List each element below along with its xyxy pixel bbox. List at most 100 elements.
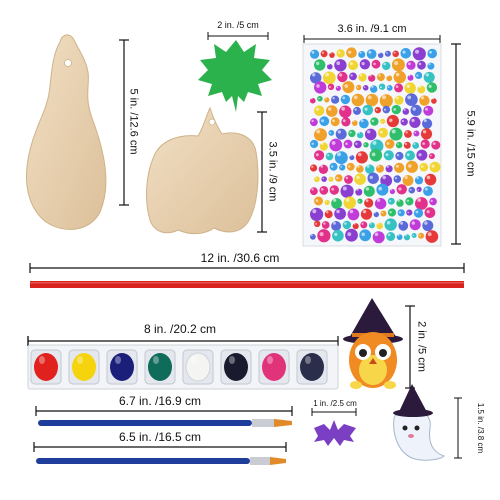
gem-sticker	[363, 185, 375, 197]
gem-highlight	[409, 188, 412, 191]
gourd-cutout	[26, 34, 107, 230]
gem-highlight	[356, 86, 359, 88]
gourd-dimension-label: 5 in. /12.6 cm	[127, 88, 140, 155]
paintbrush-short	[36, 457, 286, 465]
gem-highlight	[404, 175, 408, 180]
gem-highlight	[375, 108, 378, 111]
gem-highlight	[383, 62, 387, 66]
gem-sticker	[413, 208, 424, 218]
gourd-hole	[64, 59, 72, 67]
gem-sticker	[418, 232, 425, 239]
gem-sticker	[318, 164, 329, 174]
gem-sticker	[384, 218, 397, 231]
gem-sticker	[353, 106, 361, 115]
gem-sticker	[342, 81, 355, 94]
gem-sticker	[386, 85, 393, 91]
gem-sticker	[373, 211, 379, 218]
gem-highlight	[363, 86, 366, 88]
gem-sticker	[398, 220, 409, 231]
gem-sticker	[429, 161, 441, 173]
paint-pot	[30, 349, 62, 385]
gem-sticker	[362, 104, 374, 116]
gem-highlight	[341, 106, 345, 111]
gem-highlight	[371, 85, 374, 88]
gem-highlight	[403, 108, 406, 111]
gem-highlight	[327, 154, 330, 157]
gem-highlight	[322, 177, 325, 180]
gem-sticker	[364, 128, 377, 141]
gem-highlight	[393, 108, 397, 111]
gem-sticker	[319, 116, 330, 127]
gem-highlight	[349, 62, 353, 66]
gem-highlight	[413, 143, 416, 145]
gem-highlight	[315, 199, 319, 202]
gem-sticker	[348, 129, 356, 138]
gem-sticker	[358, 51, 366, 58]
gem-sticker	[383, 150, 394, 161]
gem-sticker	[359, 118, 369, 129]
gem-sticker	[321, 176, 327, 182]
gem-highlight	[340, 166, 342, 168]
gem-sticker	[362, 85, 369, 91]
gem-highlight	[422, 130, 427, 134]
gem-sticker	[326, 105, 338, 117]
gem-sticker	[400, 48, 412, 59]
gem-highlight	[424, 187, 428, 191]
gem-sticker	[340, 94, 351, 105]
gem-highlight	[337, 51, 341, 54]
gem-highlight	[358, 152, 362, 157]
gem-highlight	[361, 62, 365, 66]
gem-sticker	[402, 108, 410, 115]
gem-sticker	[331, 95, 340, 104]
gem-sticker	[416, 186, 422, 192]
gem-highlight	[387, 86, 390, 89]
ghost-dimension-line	[454, 397, 462, 459]
gem-highlight	[325, 72, 329, 77]
gem-highlight	[389, 200, 392, 202]
paint-pot	[182, 349, 214, 385]
gem-highlight	[359, 51, 362, 54]
gem-sticker	[343, 139, 353, 149]
gem-highlight	[430, 154, 432, 157]
bat-dimension-label: 1 in. /2.5 cm	[313, 399, 357, 408]
gem-highlight	[385, 153, 389, 157]
gem-highlight	[315, 153, 319, 157]
leaf-dimension-line	[207, 32, 269, 40]
gem-sticker	[410, 104, 422, 116]
gem-highlight	[315, 177, 317, 180]
gem-highlight	[320, 188, 324, 191]
gem-highlight	[316, 84, 320, 88]
gem-highlight	[406, 199, 410, 202]
gem-sticker	[382, 105, 391, 114]
gem-sticker	[322, 71, 336, 85]
gem-highlight	[421, 96, 425, 100]
owl-dimension-line	[405, 305, 415, 389]
gem-sticker	[420, 128, 433, 140]
gem-sticker	[396, 184, 407, 195]
gem-highlight	[368, 50, 372, 54]
gem-sticker	[339, 105, 352, 118]
gem-sticker	[334, 59, 347, 72]
gem-sticker	[370, 85, 378, 93]
gem-sticker	[409, 219, 421, 231]
gem-highlight	[412, 234, 415, 237]
gem-sticker	[346, 162, 355, 171]
gem-highlight	[350, 74, 353, 77]
ghost-sticker	[393, 384, 445, 461]
gem-sticker	[384, 50, 391, 57]
gem-highlight	[328, 107, 332, 111]
ghost-dimension-label: 1.5 in. /3.8 cm	[476, 402, 485, 454]
gem-sticker	[314, 128, 327, 142]
gem-sticker	[357, 131, 364, 139]
gem-sticker	[385, 165, 393, 173]
gem-sticker	[428, 153, 435, 160]
gem-highlight	[333, 198, 337, 202]
gem-highlight	[329, 177, 331, 180]
gem-highlight	[418, 85, 422, 89]
gem-sticker	[374, 197, 387, 210]
gem-sticker	[345, 228, 358, 242]
gem-sticker	[314, 150, 325, 161]
gem-highlight	[319, 232, 324, 237]
gem-sticker	[329, 52, 335, 58]
gem-sticker	[327, 83, 335, 91]
